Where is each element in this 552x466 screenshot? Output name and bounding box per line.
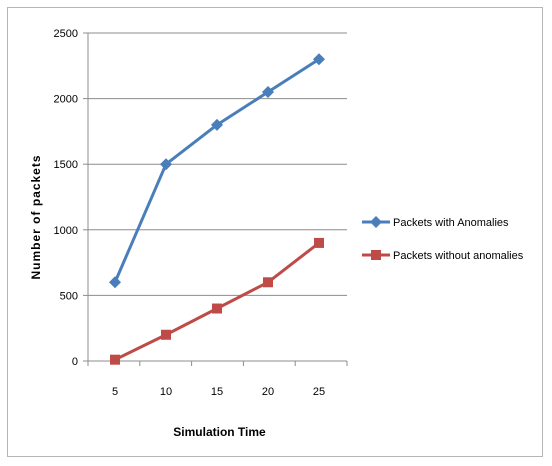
data-point-diamond <box>313 53 325 66</box>
data-point-diamond <box>211 118 223 131</box>
data-point-square <box>161 329 171 340</box>
legend: Packets with Anomalies Packets without an… <box>362 216 524 262</box>
x-tick-label: 15 <box>211 386 223 398</box>
series-layer <box>109 53 325 365</box>
x-tick-label: 10 <box>160 386 172 398</box>
data-point-diamond <box>160 158 172 171</box>
x-axis-title: Simulation Time <box>173 425 266 439</box>
data-point-square <box>110 354 120 365</box>
y-tick-label: 1000 <box>54 225 78 237</box>
legend-label: Packets without anomalies <box>393 250 524 262</box>
x-axis-ticks: 5 10 15 20 25 <box>87 361 348 398</box>
x-tick-label: 25 <box>313 386 325 398</box>
y-tick-label: 1500 <box>54 159 78 171</box>
data-point-diamond <box>262 86 274 99</box>
plot-area: 0 500 1000 1500 2000 2500 5 10 15 20 25 <box>54 28 348 398</box>
legend-label: Packets with Anomalies <box>393 217 509 229</box>
series-line <box>113 57 320 283</box>
y-tick-label: 2000 <box>54 94 78 106</box>
legend-item-1: Packets with Anomalies <box>362 216 509 229</box>
legend-marker-square <box>371 250 381 260</box>
legend-item-2: Packets without anomalies <box>362 250 524 262</box>
series-line <box>114 241 320 362</box>
data-point-diamond <box>109 276 121 289</box>
series-2 <box>110 237 324 365</box>
series-1 <box>109 53 325 289</box>
chart-frame <box>7 7 543 457</box>
gridlines <box>88 32 347 296</box>
y-tick-label: 2500 <box>54 28 78 40</box>
y-axis-title: Number of packets <box>29 154 43 279</box>
x-tick-label: 5 <box>112 386 118 398</box>
x-tick-label: 20 <box>262 386 274 398</box>
data-point-square <box>314 237 324 248</box>
data-point-square <box>212 303 222 314</box>
y-tick-label: 500 <box>60 290 78 302</box>
data-point-square <box>263 277 273 288</box>
y-axis-ticks: 0 500 1000 1500 2000 2500 <box>54 28 88 368</box>
legend-marker-diamond <box>370 216 382 228</box>
y-tick-label: 0 <box>72 356 78 368</box>
